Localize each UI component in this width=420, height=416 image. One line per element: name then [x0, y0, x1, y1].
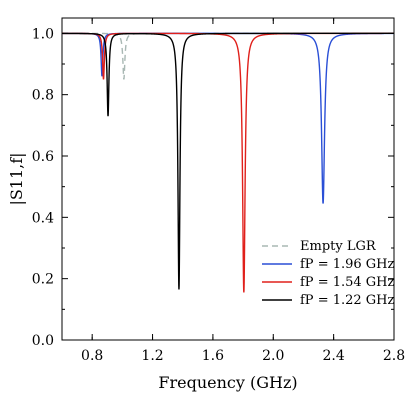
legend-entry: fP = 1.96 GHz: [300, 257, 395, 272]
x-axis-label: Frequency (GHz): [158, 373, 297, 392]
x-tick-label: 2.0: [262, 348, 284, 364]
y-axis-ticks: 0.0 0.2 0.4 0.6 0.8 1.0: [32, 26, 394, 349]
x-axis-ticks: 0.8 1.2 1.6 2.0 2.4 2.8: [81, 18, 405, 364]
y-tick-label: 0.4: [32, 210, 54, 226]
y-axis-label: |S11,f|: [7, 152, 26, 205]
legend-entry: fP = 1.22 GHz: [300, 293, 395, 308]
x-tick-label: 1.6: [202, 348, 224, 364]
plot-frame: [61, 17, 395, 341]
x-tick-label: 2.4: [323, 348, 345, 364]
y-tick-label: 0.2: [32, 272, 54, 288]
x-tick-label: 2.8: [383, 348, 405, 364]
legend: Empty LGR fP = 1.96 GHz fP = 1.54 GHz fP = …: [262, 239, 395, 308]
y-tick-label: 1.0: [32, 26, 54, 42]
series-line-1: [62, 32, 394, 204]
y-tick-label: 0.8: [32, 88, 54, 104]
series-line-3: [62, 32, 394, 290]
legend-entry: Empty LGR: [300, 239, 377, 254]
legend-entry: fP = 1.54 GHz: [300, 275, 395, 290]
x-tick-label: 0.8: [81, 348, 103, 364]
curves: [62, 32, 394, 293]
y-tick-label: 0.6: [32, 149, 54, 165]
y-tick-label: 0.0: [32, 333, 54, 349]
x-tick-label: 1.2: [141, 348, 163, 364]
plot-area: 0.8 1.2 1.6 2.0 2.4 2.8 0.0 0.2 0.4 0.6 0.8 1.0: [32, 17, 405, 364]
